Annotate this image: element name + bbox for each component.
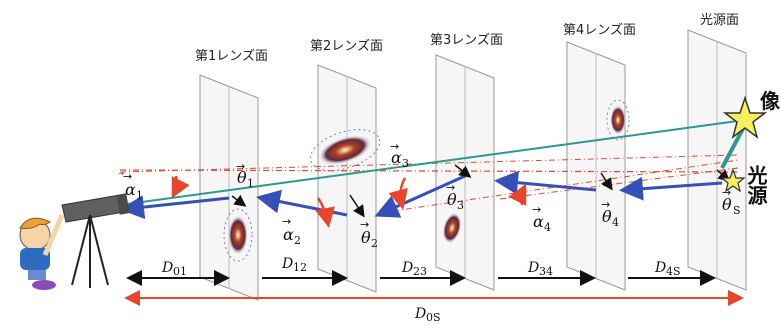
svg-text:光源: 光源 xyxy=(744,165,768,205)
svg-text:23: 23 xyxy=(413,265,427,278)
person-icon xyxy=(19,214,65,290)
d12-label: D 12 xyxy=(281,256,307,274)
lens-plane-4 xyxy=(566,41,626,291)
alpha-3-label: → α 3 xyxy=(390,140,409,170)
image-offset-line xyxy=(720,124,747,169)
plane-label-source: 光源面 xyxy=(700,13,739,28)
svg-text:1: 1 xyxy=(247,177,254,190)
svg-text:→: → xyxy=(236,160,245,173)
plane-label-4: 第4レンズ面 xyxy=(563,22,636,38)
svg-text:θ: θ xyxy=(722,195,732,214)
d4s-label: D 4S xyxy=(654,260,681,278)
svg-text:D: D xyxy=(414,306,426,322)
svg-text:0S: 0S xyxy=(426,311,441,324)
svg-text:S: S xyxy=(733,204,741,217)
svg-text:D: D xyxy=(401,260,413,276)
svg-text:D: D xyxy=(527,260,539,276)
theta-4-label: → θ 4 xyxy=(601,198,619,229)
image-label: 像 xyxy=(760,89,781,113)
svg-text:→: → xyxy=(722,186,731,199)
svg-text:4: 4 xyxy=(612,216,619,229)
theta-2-label: → θ 2 xyxy=(360,218,378,250)
vector-arrow: → xyxy=(123,170,132,183)
svg-text:→: → xyxy=(532,203,541,216)
d01-label: D 01 xyxy=(161,260,187,278)
svg-text:θ: θ xyxy=(447,190,457,209)
svg-text:4S: 4S xyxy=(666,265,681,278)
theta-1-label: → θ 1 xyxy=(236,160,254,190)
svg-text:→: → xyxy=(360,218,369,231)
galaxy-lens-2 xyxy=(309,129,381,171)
svg-text:4: 4 xyxy=(544,221,551,234)
observed-ray xyxy=(119,119,746,206)
svg-text:3: 3 xyxy=(457,199,464,212)
svg-text:α: α xyxy=(283,225,294,244)
source-label: 光源 xyxy=(744,165,768,205)
observer-illustration xyxy=(19,193,130,290)
theta-s-label: → θ S xyxy=(722,186,741,217)
galaxy-lens-4 xyxy=(606,99,630,141)
alpha-2-label: → α 2 xyxy=(282,215,301,247)
galaxy-lens-1 xyxy=(223,208,253,262)
svg-text:1: 1 xyxy=(136,189,143,202)
lens-plane-2 xyxy=(317,64,377,293)
plane-label-3: 第3レンズ面 xyxy=(430,32,503,48)
svg-text:12: 12 xyxy=(293,261,307,274)
plane-label-2: 第2レンズ面 xyxy=(310,38,383,54)
svg-text:α: α xyxy=(533,212,544,231)
svg-text:α: α xyxy=(391,148,402,167)
source-plane xyxy=(687,29,747,291)
source-star xyxy=(720,168,746,193)
svg-text:θ: θ xyxy=(361,228,371,247)
svg-text:α: α xyxy=(125,180,136,199)
image-star xyxy=(722,95,768,139)
alpha-arrows xyxy=(171,175,527,228)
svg-text:θ: θ xyxy=(237,168,247,187)
svg-text:34: 34 xyxy=(539,265,553,278)
d0s-label: D 0S xyxy=(414,306,441,324)
svg-text:D: D xyxy=(281,256,293,272)
distance-arrows xyxy=(124,270,744,306)
svg-text:→: → xyxy=(601,198,610,211)
svg-text:θ: θ xyxy=(602,207,612,226)
galaxy-lens-3 xyxy=(442,212,462,244)
svg-text:2: 2 xyxy=(371,237,378,250)
svg-text:2: 2 xyxy=(294,234,301,247)
d23-label: D 23 xyxy=(401,260,427,278)
theta-3-label: → θ 3 xyxy=(446,181,464,212)
svg-text:→: → xyxy=(390,140,399,153)
telescope-icon xyxy=(61,193,130,288)
light-path xyxy=(120,170,723,220)
svg-text:D: D xyxy=(161,260,173,276)
alpha-4-label: → α 4 xyxy=(532,203,551,234)
svg-text:3: 3 xyxy=(402,157,409,170)
svg-text:→: → xyxy=(282,215,291,228)
reference-lines xyxy=(119,154,741,214)
plane-label-1: 第1レンズ面 xyxy=(195,48,268,64)
svg-text:→: → xyxy=(446,181,455,194)
svg-text:01: 01 xyxy=(173,265,187,278)
svg-text:D: D xyxy=(654,260,666,276)
d34-label: D 34 xyxy=(527,260,553,278)
